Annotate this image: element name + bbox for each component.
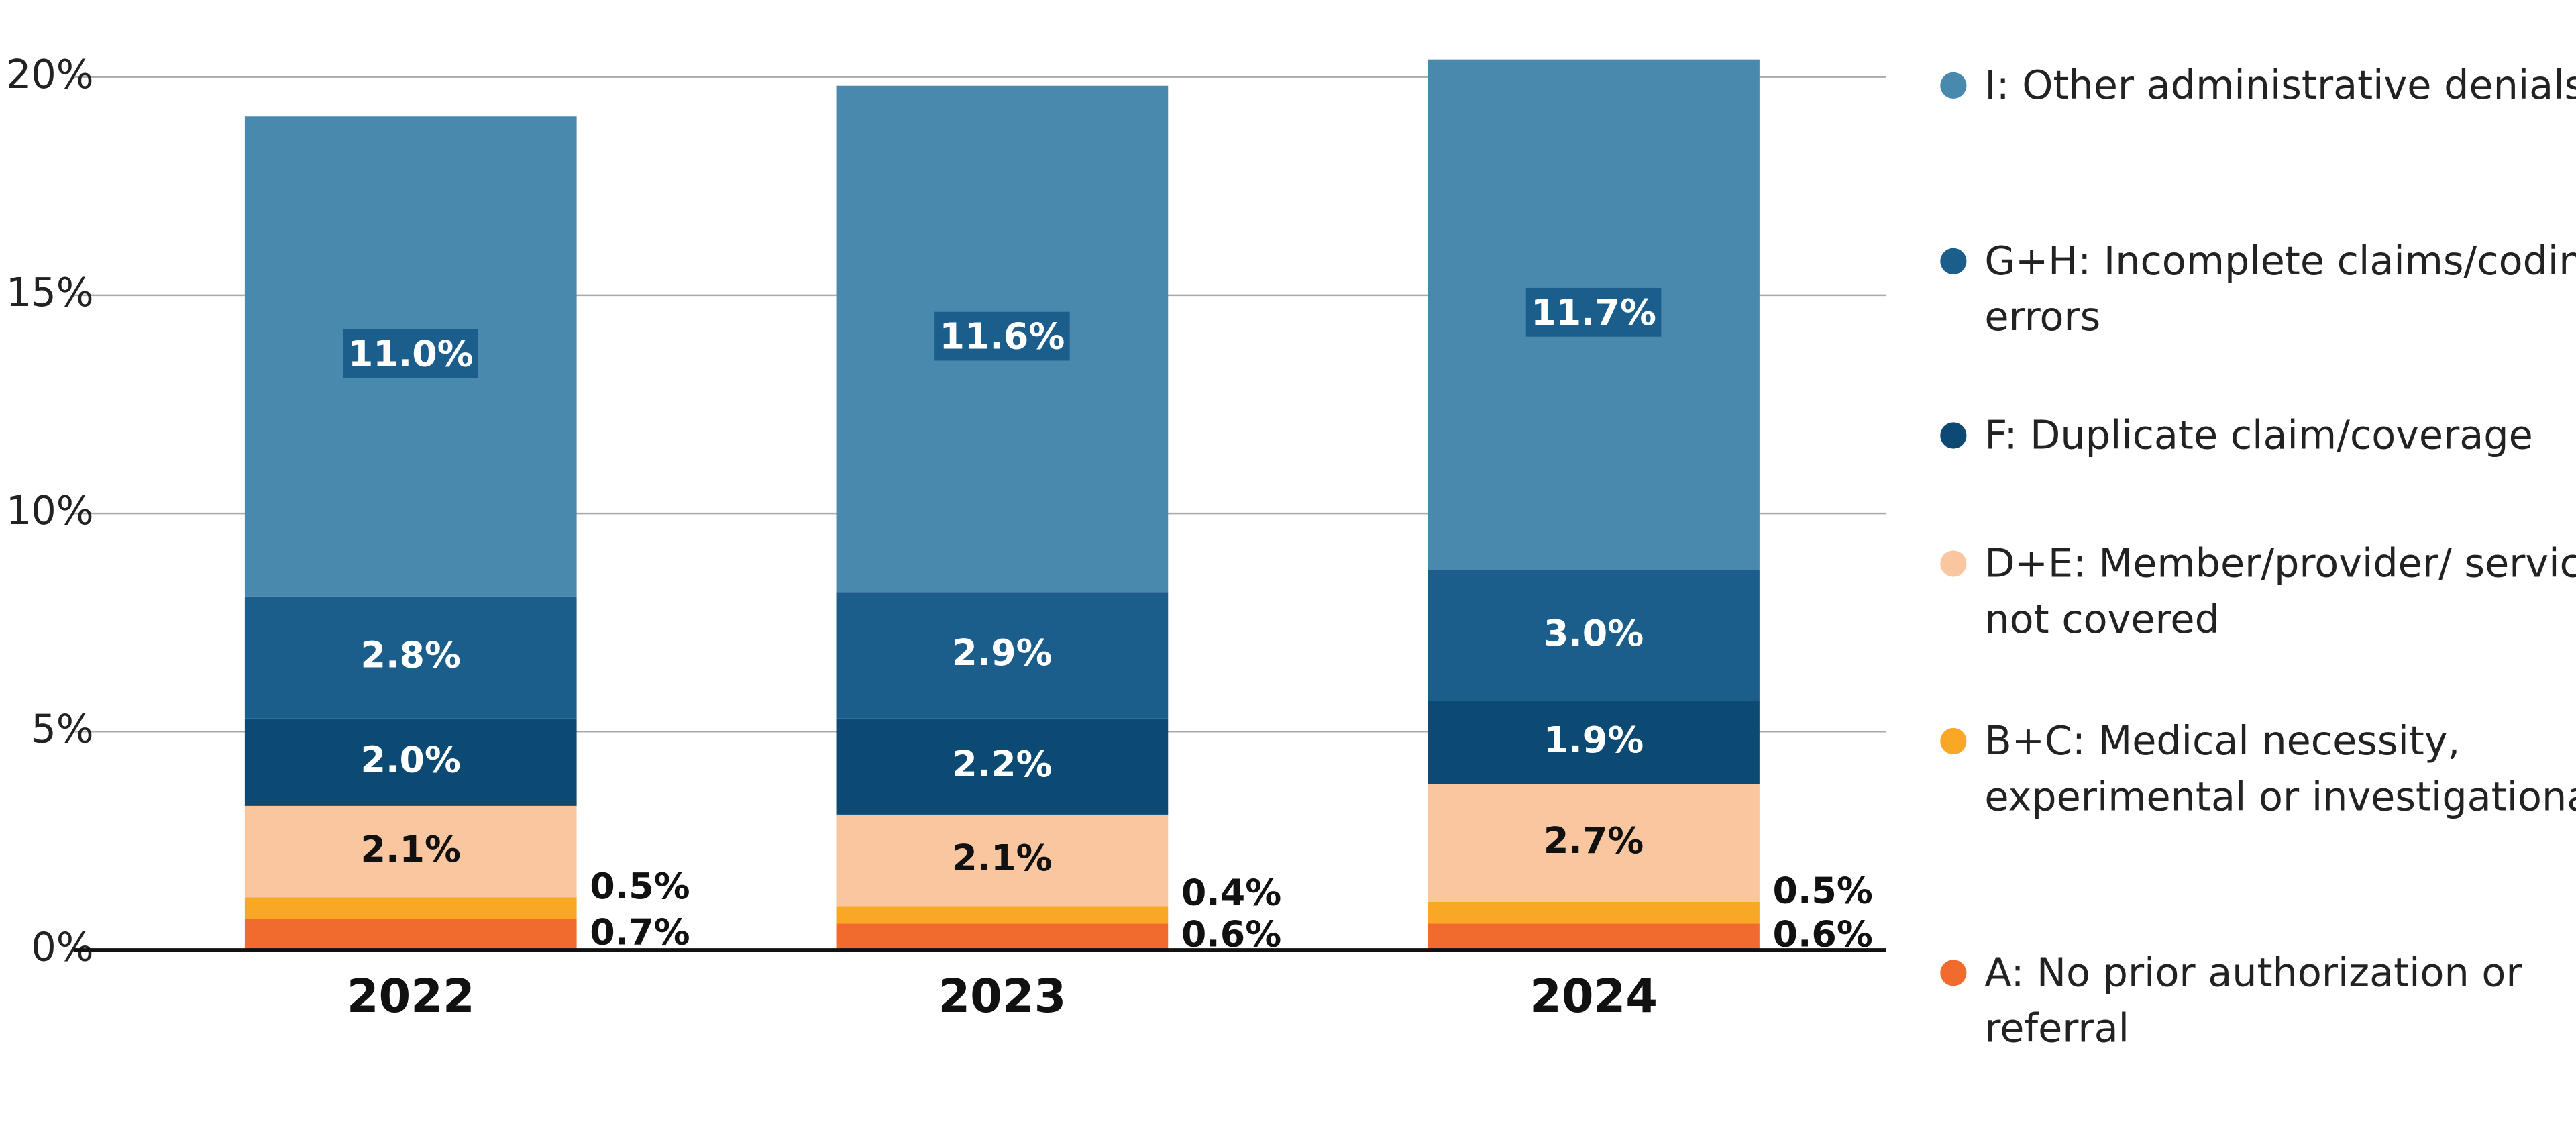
value-label: 2.1% [952,837,1052,879]
legend-label: B+C: Medical necessity, experimental or … [1984,718,2576,821]
legend-marker [1940,550,1967,577]
value-label: 11.6% [939,315,1065,358]
value-label: 0.4% [1181,872,1281,914]
value-label-background [1525,287,1662,337]
value-label-background [934,311,1070,361]
y-tick-label: 15% [6,269,94,315]
bar-segment [1428,784,1760,902]
chart: 0%5%10%15%20%20220.7%0.5%2.1%2.0%2.8%11.… [6,51,1886,1023]
x-tick-label: 2024 [1529,970,1658,1023]
bar-segment [244,897,577,919]
legend-marker [1940,72,1967,99]
legend-marker [1940,727,1967,755]
value-label: 2.9% [952,631,1052,674]
bar-segment [1428,570,1760,701]
legend-item: B+C: Medical necessity, experimental or … [1939,713,2576,825]
bar-segment [1428,901,1760,924]
legend-label: D+E: Member/provider/ service not covere… [1984,540,2576,643]
y-tick-label: 20% [6,51,94,97]
value-label: 0.5% [1772,869,1872,911]
value-label: 3.0% [1544,612,1644,654]
legend-marker [1940,422,1967,449]
bar-segment [836,592,1169,719]
bar-segment [1428,701,1760,784]
bar-segment [836,718,1169,815]
bar-segment [836,906,1169,924]
value-label: 0.5% [590,865,690,907]
value-label: 11.7% [1531,291,1656,333]
legend-item: G+H: Incomplete claims/coding errors [1939,234,2576,346]
value-label-background [343,329,479,378]
x-tick-label: 2023 [938,970,1066,1023]
value-label: 2.7% [1544,819,1644,862]
legend-label: G+H: Incomplete claims/coding errors [1984,238,2576,340]
value-label: 2.2% [952,743,1052,785]
legend-item: I: Other administrative denials [1939,58,2576,113]
value-label: 11.0% [348,333,474,375]
bar-segment [244,805,577,898]
bar-segment [244,596,577,719]
y-tick-label: 10% [6,487,94,533]
y-tick-label: 5% [31,705,93,752]
legend-item: F: Duplicate claim/coverage [1939,407,2576,463]
value-label: 2.0% [361,738,461,780]
value-label: 1.9% [1544,719,1644,761]
legend-marker [1940,960,1967,986]
legend-label: F: Duplicate claim/coverage [1984,412,2533,459]
bar-segment [836,814,1169,907]
bar-segment [1428,923,1760,950]
x-tick-label: 2022 [347,970,475,1023]
value-label: 2.8% [361,633,461,676]
legend-item: A: No prior authorization or referral [1939,945,2576,1057]
y-tick-label: 0% [31,924,93,970]
legend-label: I: Other administrative denials [1984,62,2576,109]
legend-item: D+E: Member/provider/ service not covere… [1939,535,2576,648]
value-label: 0.7% [590,911,690,953]
bar-segment [836,923,1169,950]
value-label: 2.1% [361,828,461,870]
legend-marker [1940,248,1967,274]
bar-segment [244,919,577,950]
legend-label: A: No prior authorization or referral [1984,949,2522,1052]
bar-segment [244,718,577,806]
